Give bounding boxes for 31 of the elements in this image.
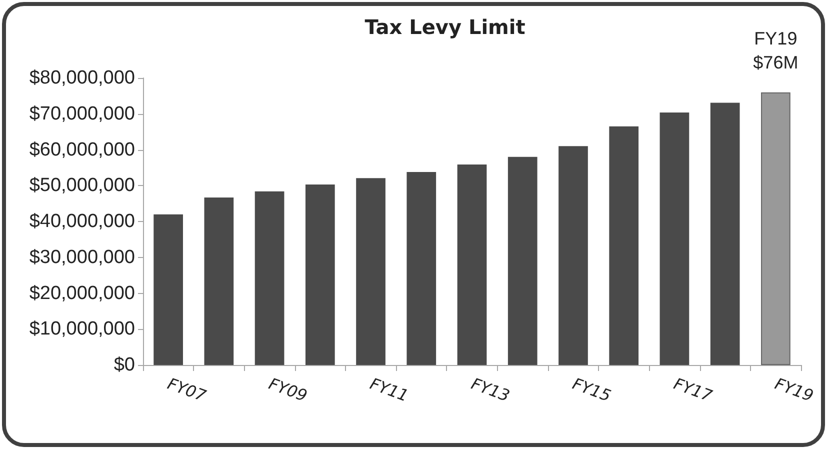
y-tick-label: $80,000,000 bbox=[29, 68, 135, 88]
chart-title: Tax Levy Limit bbox=[364, 15, 526, 39]
x-tick-label: FY15 bbox=[570, 374, 614, 406]
bar bbox=[204, 197, 234, 365]
y-tick-label: $0 bbox=[114, 354, 135, 376]
bar bbox=[710, 102, 740, 365]
bar bbox=[558, 146, 588, 365]
bar bbox=[660, 112, 690, 365]
y-tick-label: $60,000,000 bbox=[29, 139, 135, 160]
bar bbox=[508, 156, 538, 365]
y-tick-label: $70,000,000 bbox=[29, 103, 135, 124]
bar bbox=[406, 172, 436, 365]
bar bbox=[154, 214, 183, 365]
bar bbox=[609, 126, 639, 365]
bar bbox=[761, 92, 790, 365]
x-tick-label: FY09 bbox=[266, 374, 310, 406]
bar bbox=[457, 164, 487, 365]
bar bbox=[356, 178, 386, 365]
y-tick-label: $10,000,000 bbox=[29, 318, 135, 340]
y-tick-label: $40,000,000 bbox=[29, 211, 135, 232]
y-tick-label: $30,000,000 bbox=[29, 246, 135, 268]
x-tick-label: FY19 bbox=[772, 374, 816, 406]
y-tick-label: $50,000,000 bbox=[29, 175, 135, 196]
bar bbox=[305, 184, 335, 365]
y-tick-label: $20,000,000 bbox=[29, 282, 135, 304]
bar bbox=[254, 191, 284, 365]
x-tick-label: FY11 bbox=[368, 374, 411, 406]
annotation: FY19 $76M bbox=[753, 28, 798, 72]
x-tick-label: FY17 bbox=[671, 374, 716, 406]
x-tick-label: FY13 bbox=[468, 374, 512, 406]
x-tick-label: FY07 bbox=[165, 374, 210, 406]
